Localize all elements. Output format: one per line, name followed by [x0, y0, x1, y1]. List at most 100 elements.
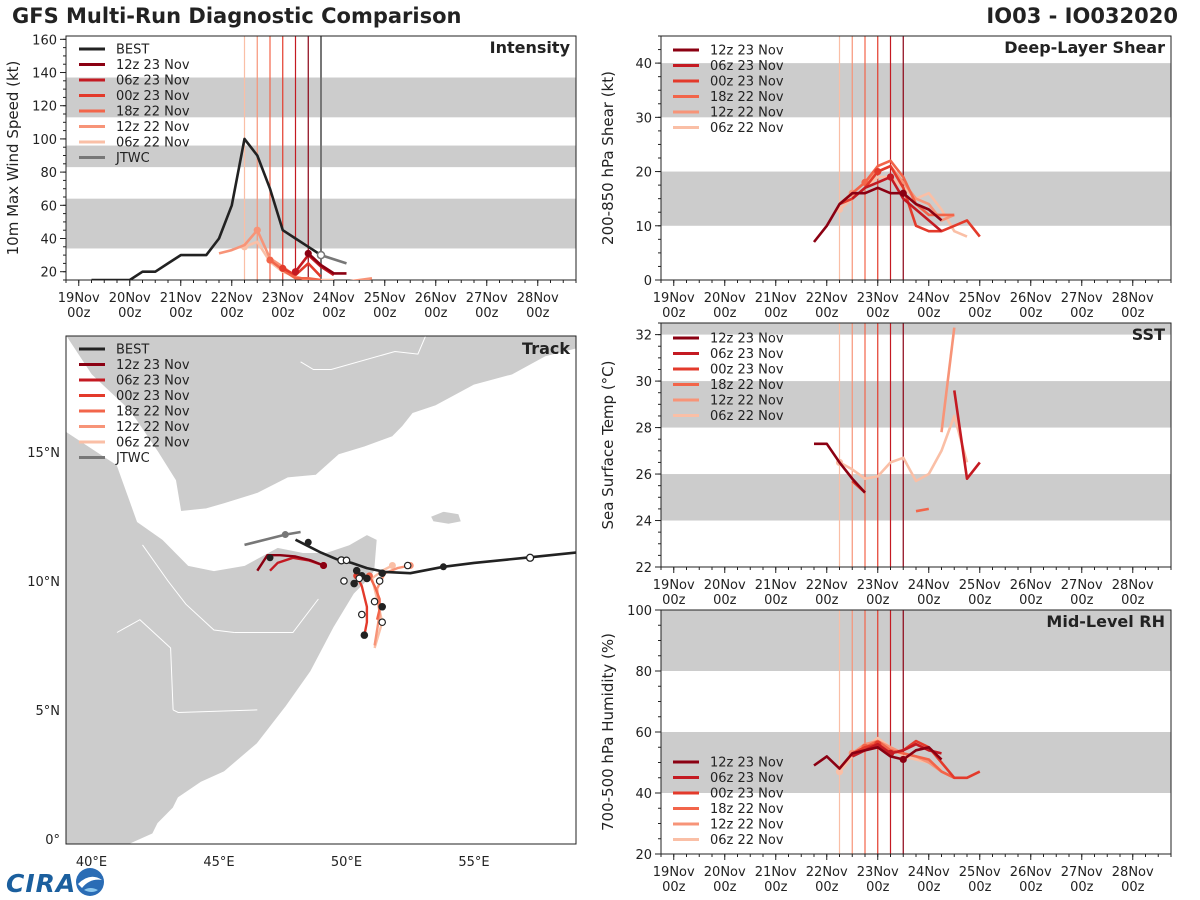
country-border: [468, 410, 485, 450]
shear-ytick-label: 30: [635, 111, 652, 126]
globe-land: [84, 888, 98, 892]
sst-legend-label: 12z 22 Nov: [710, 394, 784, 409]
track-run-line: [368, 575, 381, 620]
shear-xtick-hour: 00z: [815, 306, 839, 321]
rh-xtick-day: 20Nov: [704, 865, 746, 880]
track-jtwc-line: [244, 530, 301, 547]
intensity-legend-label: JTWC: [115, 151, 150, 166]
rh-xtick-hour: 00z: [968, 880, 992, 895]
rh-legend-label: 06z 23 Nov: [710, 771, 784, 786]
track-ytick-label: 10°N: [27, 575, 60, 590]
country-border: [234, 598, 319, 633]
sst-xtick-day: 22Nov: [806, 578, 848, 593]
cira-logo-text: CIRA: [6, 869, 76, 898]
intensity-ytick-label: 80: [40, 166, 57, 181]
rh-xtick-day: 23Nov: [857, 865, 899, 880]
shear-ylabel: 200-850 hPa Shear (kt): [599, 71, 617, 245]
sst-xtick-hour: 00z: [866, 593, 890, 608]
sst-legend-label: 00z 23 Nov: [710, 363, 784, 378]
track-best-line: [294, 538, 576, 575]
figure-title: GFS Multi-Run Diagnostic Comparison: [12, 4, 462, 28]
sst-title: SST: [1132, 325, 1165, 344]
shear-legend-label: 18z 22 Nov: [710, 90, 784, 105]
intensity-ylabel: 10m Max Wind Speed (kt): [4, 61, 22, 256]
sst-ytick-label: 24: [635, 515, 652, 530]
track-legend-label: 18z 22 Nov: [116, 405, 190, 420]
intensity-ytick-label: 140: [32, 67, 57, 82]
shear-xtick-day: 22Nov: [806, 291, 848, 306]
sst-series-line: [953, 390, 981, 480]
shear-series-point: [886, 173, 895, 181]
sst-xtick-day: 21Nov: [755, 578, 797, 593]
track-ytick-label: 0°: [45, 833, 60, 848]
rh-title: Mid-Level RH: [1046, 612, 1165, 631]
shear-xtick-day: 25Nov: [959, 291, 1001, 306]
sst-ylabel: Sea Surface Temp (°C): [599, 360, 617, 529]
shear-band: [661, 63, 1171, 118]
shear-xtick-hour: 00z: [713, 306, 737, 321]
shear-ytick-label: 40: [635, 57, 652, 72]
track-best-point: [266, 554, 274, 562]
track-best-point: [439, 563, 447, 571]
storm-id: IO03 - IO032020: [986, 4, 1178, 28]
intensity-jtwc-track: [320, 253, 347, 265]
sst-ytick-label: 22: [635, 561, 652, 576]
intensity-xtick-day: 24Nov: [313, 291, 355, 306]
track-xtick-label: 50°E: [331, 855, 362, 870]
country-border: [172, 709, 258, 714]
sst-ytick-label: 32: [635, 329, 652, 344]
intensity-xtick-hour: 00z: [322, 306, 346, 321]
rh-xtick-day: 27Nov: [1061, 865, 1103, 880]
track-run-open-point: [370, 597, 379, 606]
rh-legend-label: 06z 22 Nov: [710, 833, 784, 848]
shear-legend-label: 12z 22 Nov: [710, 106, 784, 121]
intensity-ytick-label: 20: [40, 266, 57, 281]
intensity-xtick-day: 26Nov: [415, 291, 457, 306]
intensity-series-line: [307, 252, 347, 275]
sst-xtick-hour: 00z: [815, 593, 839, 608]
track-xtick-label: 45°E: [203, 855, 234, 870]
shear-xtick-hour: 00z: [917, 306, 941, 321]
rh-ytick-label: 60: [635, 726, 652, 741]
intensity-legend-label: 18z 22 Nov: [116, 105, 190, 120]
shear-xtick-day: 24Nov: [908, 291, 950, 306]
track-run-line: [256, 554, 325, 572]
intensity-plot-area: [91, 137, 373, 280]
sst-ytick-label: 28: [635, 422, 652, 437]
track-legend-label: 12z 23 Nov: [116, 358, 190, 373]
intensity-series-line: [282, 262, 322, 278]
shear-xtick-hour: 00z: [968, 306, 992, 321]
sst-xtick-hour: 00z: [1070, 593, 1094, 608]
intensity-jtwc-point: [316, 250, 326, 260]
rh-xtick-hour: 00z: [917, 880, 941, 895]
rh-series-point: [899, 755, 907, 764]
intensity-xtick-hour: 00z: [373, 306, 397, 321]
rh-xtick-day: 26Nov: [1010, 865, 1052, 880]
sst-xtick-hour: 00z: [713, 593, 737, 608]
sst-xtick-hour: 00z: [764, 593, 788, 608]
rh-xtick-day: 24Nov: [908, 865, 950, 880]
track-best-point: [304, 538, 312, 546]
intensity-ytick-label: 160: [32, 33, 57, 48]
rh-xtick-day: 22Nov: [806, 865, 848, 880]
intensity-legend-label: 12z 23 Nov: [116, 58, 190, 73]
track-xtick-label: 40°E: [76, 855, 107, 870]
intensity-legend-label: 06z 23 Nov: [116, 74, 190, 89]
rh-xtick-day: 25Nov: [959, 865, 1001, 880]
sst-series-line: [940, 327, 956, 433]
intensity-title: Intensity: [490, 38, 571, 57]
shear-xtick-day: 23Nov: [857, 291, 899, 306]
rh-legend-label: 12z 23 Nov: [710, 756, 784, 771]
track-ytick-label: 15°N: [27, 446, 60, 461]
intensity-legend-label: BEST: [116, 43, 149, 58]
shear-series-point: [874, 167, 882, 176]
rh-ytick-label: 40: [635, 787, 652, 802]
shear-xtick-hour: 00z: [1070, 306, 1094, 321]
cira-logo: CIRA: [6, 868, 104, 898]
shear-legend-label: 06z 23 Nov: [710, 59, 784, 74]
sst-xtick-hour: 00z: [968, 593, 992, 608]
rh-panel: 2040608010019Nov00z20Nov00z21Nov00z22Nov…: [599, 604, 1172, 895]
track-run-point: [378, 569, 387, 578]
sst-series-line: [915, 507, 930, 513]
track-run-start-point: [320, 562, 328, 570]
